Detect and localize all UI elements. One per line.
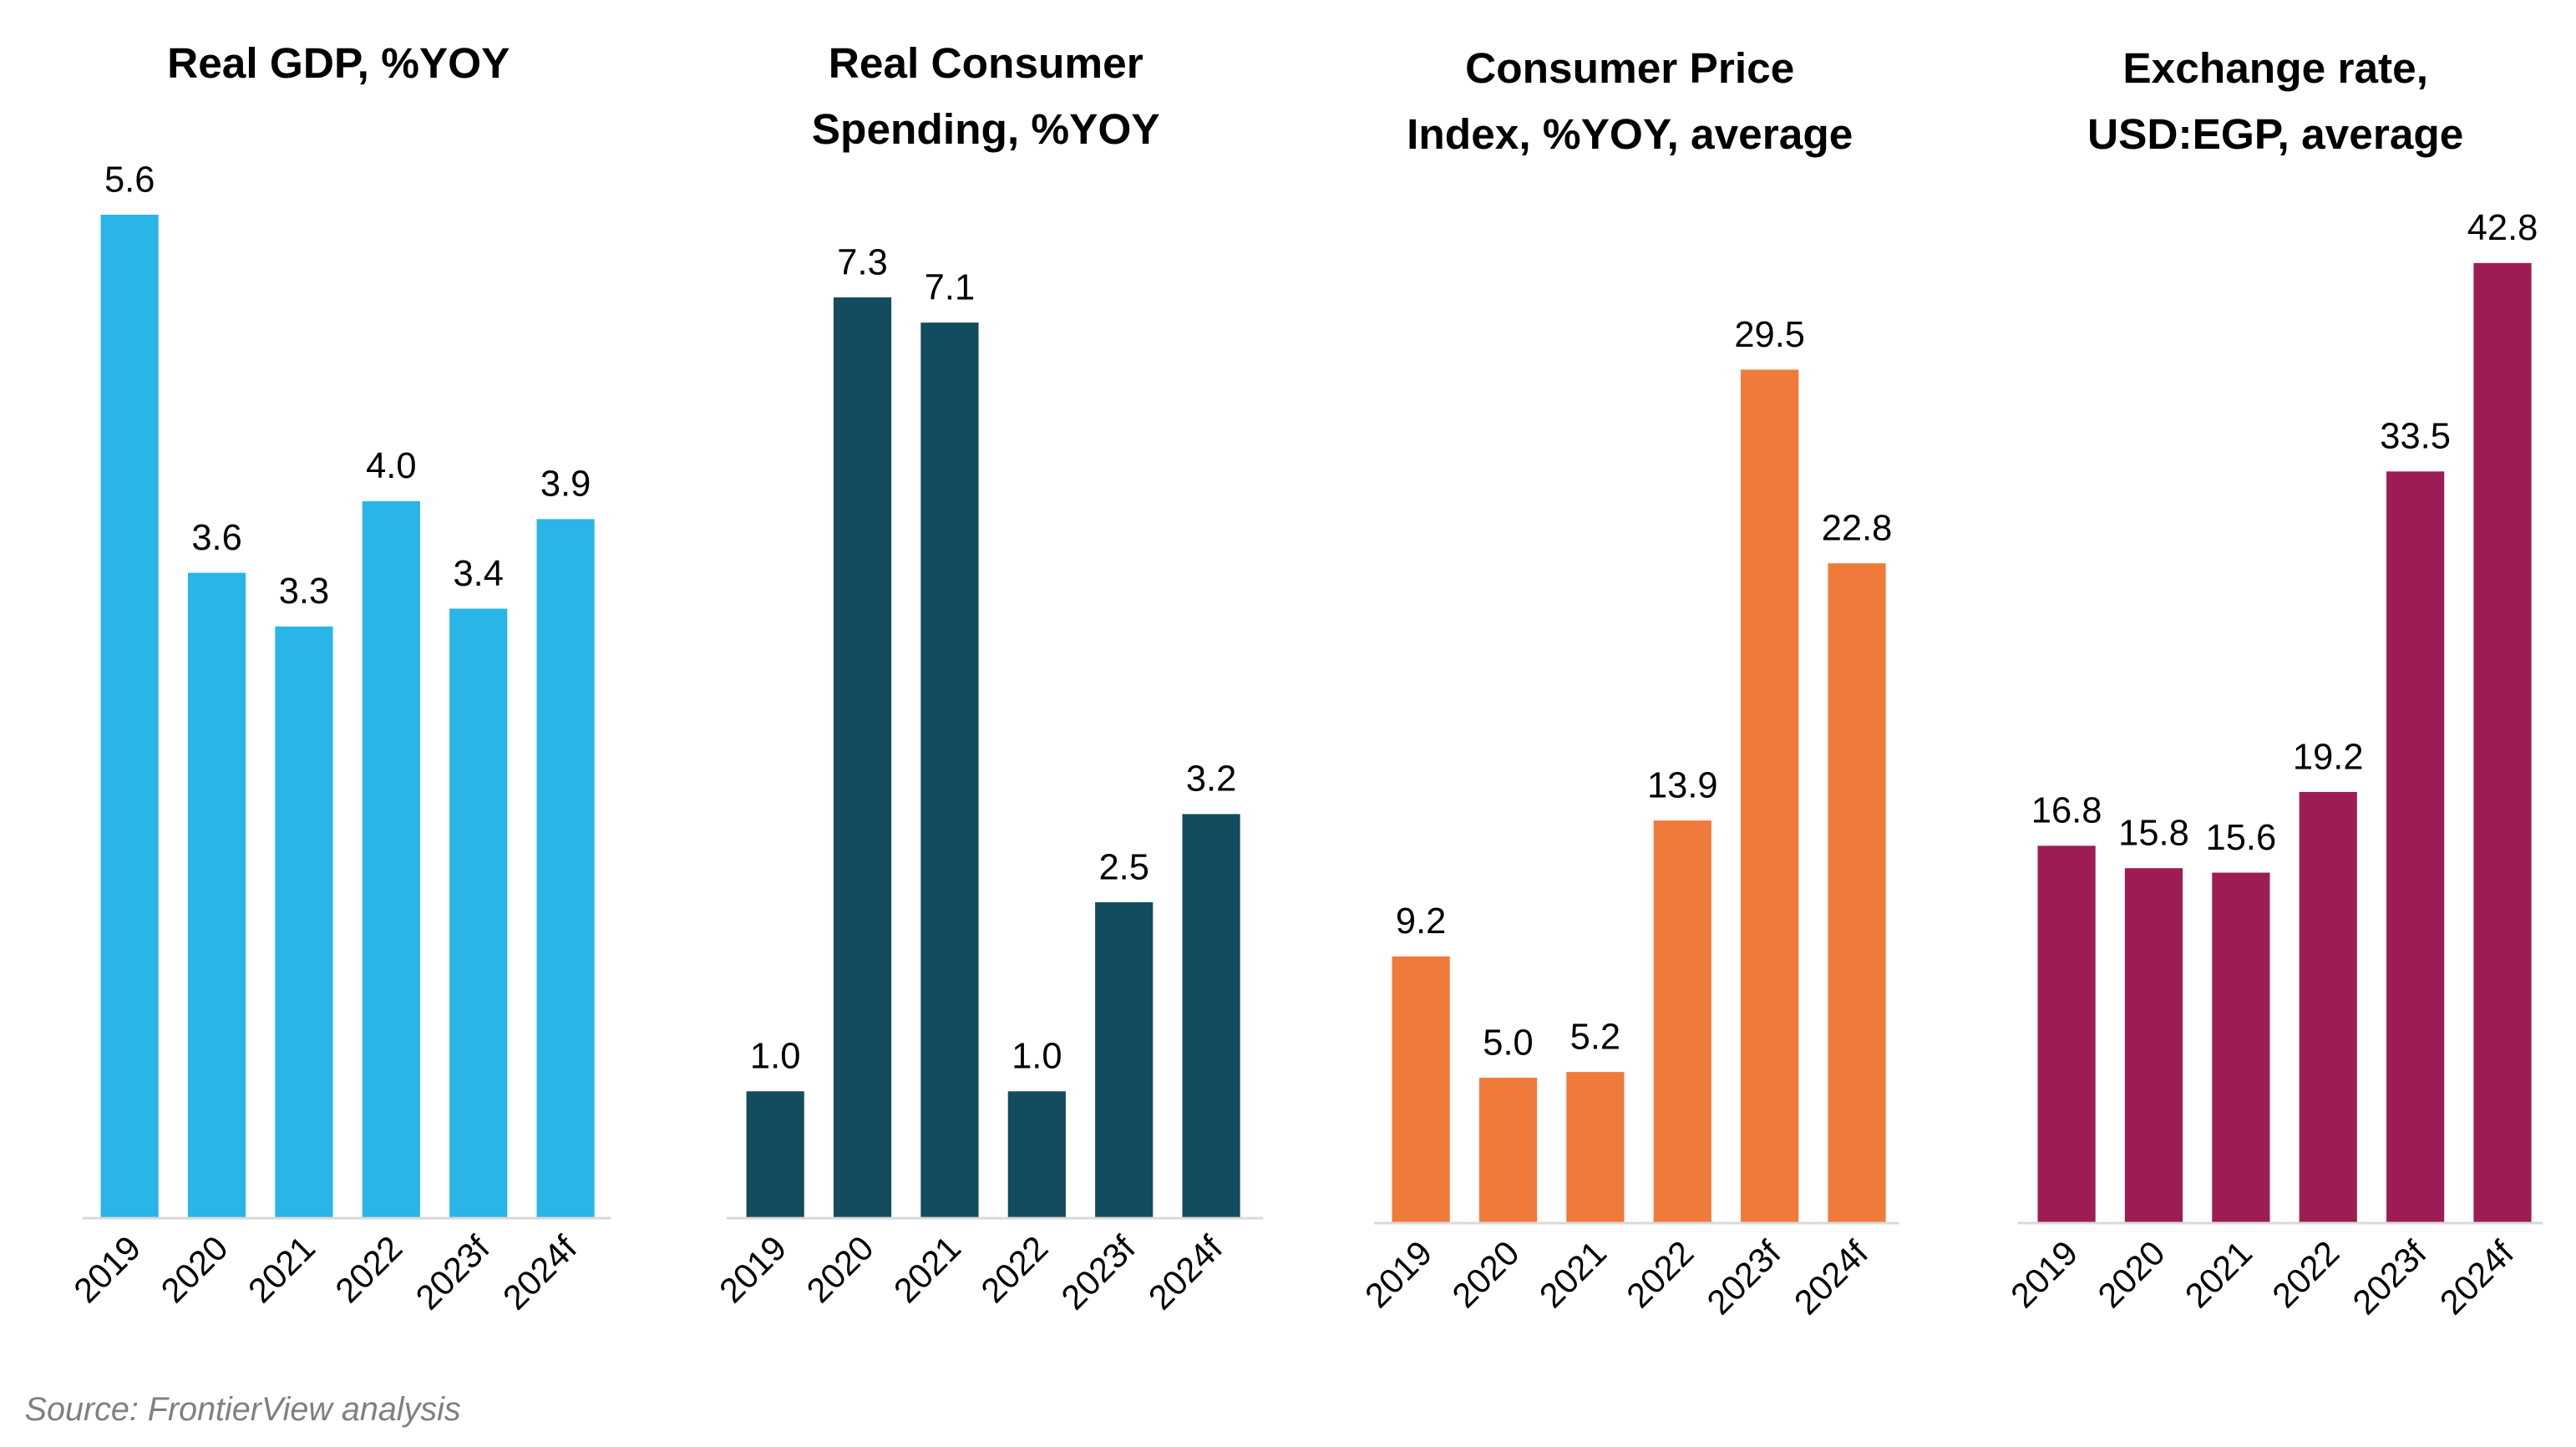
- bar: [275, 626, 333, 1218]
- data-label: 13.9: [1647, 765, 1718, 805]
- bar: [2299, 791, 2357, 1223]
- chart-title: Real Consumer: [829, 38, 1143, 87]
- data-label: 42.8: [2467, 208, 2538, 248]
- chart-title: Spending, %YOY: [812, 104, 1160, 153]
- bar: [187, 572, 246, 1218]
- data-label: 15.6: [2206, 818, 2277, 858]
- bar: [2124, 868, 2183, 1223]
- bar: [746, 1091, 804, 1218]
- x-tick-label: 2020: [1444, 1233, 1527, 1316]
- bar: [1007, 1091, 1066, 1218]
- bar: [2386, 471, 2445, 1223]
- data-label: 9.2: [1396, 901, 1446, 942]
- chart-title: Index, %YOY, average: [1407, 109, 1853, 158]
- bar: [1653, 820, 1711, 1223]
- bar: [833, 297, 892, 1218]
- data-label: 29.5: [1734, 315, 1805, 355]
- x-tick-label: 2019: [66, 1228, 149, 1311]
- data-label: 5.0: [1483, 1023, 1533, 1063]
- x-tick-label: 2023f: [1699, 1232, 1788, 1322]
- bar: [449, 608, 508, 1218]
- bar: [2212, 872, 2270, 1223]
- bar: [1828, 563, 1886, 1223]
- x-tick-label: 2024f: [495, 1227, 585, 1317]
- x-tick-label: 2022: [1619, 1233, 1701, 1316]
- x-tick-label: 2020: [153, 1228, 236, 1311]
- x-tick-label: 2019: [712, 1228, 794, 1311]
- x-tick-label: 2023f: [1053, 1227, 1143, 1317]
- bar: [2473, 262, 2532, 1223]
- x-tick-label: 2019: [2003, 1233, 2086, 1316]
- data-label: 2.5: [1098, 847, 1149, 887]
- x-tick-label: 2020: [799, 1228, 881, 1311]
- x-tick-label: 2021: [241, 1228, 323, 1311]
- bar: [100, 215, 159, 1218]
- x-tick-label: 2021: [1532, 1233, 1615, 1316]
- bar: [1566, 1072, 1625, 1223]
- bar: [2037, 845, 2096, 1223]
- chart-title: Real GDP, %YOY: [167, 38, 510, 87]
- data-label: 1.0: [750, 1037, 800, 1077]
- x-tick-label: 2024f: [1141, 1227, 1230, 1317]
- data-label: 3.4: [453, 554, 503, 594]
- data-label: 3.2: [1186, 759, 1236, 800]
- data-label: 3.3: [279, 571, 329, 612]
- x-tick-label: 2021: [2178, 1233, 2260, 1316]
- data-label: 33.5: [2380, 417, 2451, 457]
- x-tick-label: 2023f: [408, 1227, 497, 1317]
- data-label: 5.6: [104, 160, 155, 200]
- data-label: 7.3: [837, 242, 887, 282]
- bar: [1741, 369, 1799, 1223]
- bar: [536, 519, 595, 1218]
- x-tick-label: 2023f: [2345, 1232, 2434, 1322]
- x-tick-label: 2022: [327, 1228, 410, 1311]
- data-label: 3.6: [191, 518, 241, 558]
- x-tick-label: 2022: [973, 1228, 1056, 1311]
- bar: [1182, 814, 1240, 1218]
- data-label: 1.0: [1012, 1037, 1062, 1077]
- chart-title: USD:EGP, average: [2087, 109, 2463, 158]
- chart-title: Consumer Price: [1465, 43, 1794, 92]
- bar: [920, 322, 979, 1218]
- x-tick-label: 2024f: [1787, 1232, 1876, 1322]
- x-tick-label: 2021: [886, 1228, 969, 1311]
- x-tick-label: 2019: [1357, 1233, 1440, 1316]
- source-note: Source: FrontierView analysis: [25, 1391, 461, 1428]
- bar: [1478, 1078, 1538, 1223]
- x-tick-label: 2020: [2090, 1233, 2173, 1316]
- x-tick-label: 2022: [2264, 1233, 2347, 1316]
- data-label: 3.9: [540, 465, 591, 505]
- bar: [1392, 956, 1450, 1223]
- data-label: 15.8: [2118, 813, 2189, 853]
- data-label: 4.0: [366, 446, 416, 486]
- bar: [1095, 902, 1154, 1218]
- data-label: 22.8: [1822, 509, 1893, 549]
- chart-title: Exchange rate,: [2122, 43, 2428, 92]
- data-label: 16.8: [2031, 791, 2102, 831]
- data-label: 7.1: [925, 267, 975, 307]
- x-tick-label: 2024f: [2432, 1232, 2522, 1322]
- bar: [362, 500, 420, 1218]
- data-label: 19.2: [2293, 737, 2364, 777]
- data-label: 5.2: [1570, 1017, 1620, 1057]
